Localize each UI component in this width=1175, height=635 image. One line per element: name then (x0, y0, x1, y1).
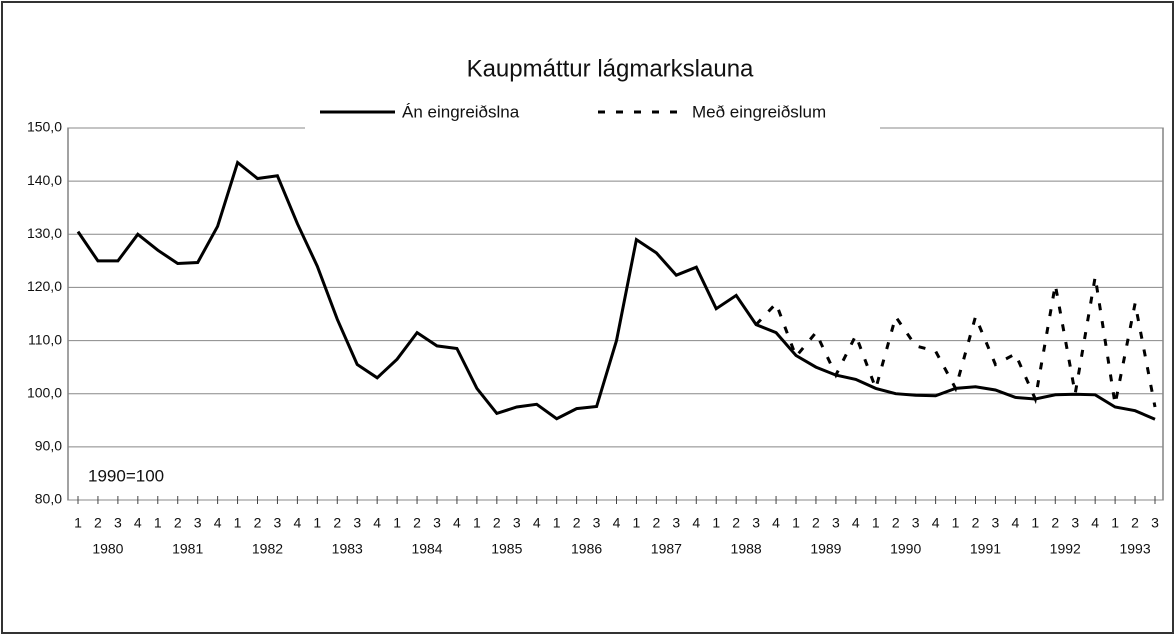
y-tick-label: 130,0 (27, 225, 62, 241)
x-tick-label: 2 (1051, 515, 1059, 531)
y-tick-label: 140,0 (27, 172, 62, 188)
x-tick-label: 1 (792, 515, 800, 531)
x-tick-label: 3 (194, 515, 202, 531)
year-label: 1992 (1050, 541, 1081, 557)
y-tick-label: 150,0 (27, 119, 62, 135)
x-tick-label: 3 (1071, 515, 1079, 531)
x-tick-label: 2 (573, 515, 581, 531)
x-tick-label: 4 (932, 515, 940, 531)
y-tick-label: 80,0 (35, 491, 62, 507)
x-tick-label: 1 (234, 515, 242, 531)
year-label: 1982 (252, 541, 283, 557)
x-tick-label: 2 (972, 515, 980, 531)
x-tick-label: 1 (313, 515, 321, 531)
annotation: 1990=100 (88, 466, 164, 485)
x-tick-label: 2 (892, 515, 900, 531)
year-label: 1990 (890, 541, 921, 557)
x-tick-label: 2 (493, 515, 501, 531)
year-label: 1985 (491, 541, 522, 557)
x-tick-label: 1 (872, 515, 880, 531)
x-tick-label: 4 (533, 515, 541, 531)
year-label: 1984 (411, 541, 442, 557)
x-tick-label: 2 (174, 515, 182, 531)
series-line (755, 276, 1157, 408)
x-tick-label: 3 (513, 515, 521, 531)
x-tick-label: 2 (333, 515, 341, 531)
y-tick-label: 90,0 (35, 438, 62, 454)
year-label: 1983 (332, 541, 363, 557)
x-tick-label: 1 (393, 515, 401, 531)
x-tick-label: 4 (373, 515, 381, 531)
x-tick-label: 1 (633, 515, 641, 531)
x-tick-label: 2 (732, 515, 740, 531)
x-tick-label: 4 (214, 515, 222, 531)
chart-title: Kaupmáttur lágmarkslauna (467, 55, 754, 82)
x-tick-label: 1 (473, 515, 481, 531)
x-tick-label: 4 (1091, 515, 1099, 531)
y-tick-label: 120,0 (27, 278, 62, 294)
year-label: 1981 (172, 541, 203, 557)
year-label: 1986 (571, 541, 602, 557)
x-tick-label: 2 (254, 515, 262, 531)
x-tick-label: 2 (1131, 515, 1139, 531)
x-tick-label: 3 (353, 515, 361, 531)
x-tick-label: 4 (852, 515, 860, 531)
x-tick-label: 2 (94, 515, 102, 531)
x-tick-label: 4 (772, 515, 780, 531)
legend-label: Með eingreiðslum (692, 102, 826, 121)
x-tick-label: 2 (413, 515, 421, 531)
x-tick-label: 4 (1011, 515, 1019, 531)
x-tick-label: 2 (652, 515, 660, 531)
year-label: 1988 (731, 541, 762, 557)
x-tick-label: 4 (613, 515, 621, 531)
x-tick-label: 1 (553, 515, 561, 531)
year-label: 1987 (651, 541, 682, 557)
y-tick-label: 110,0 (28, 331, 62, 347)
x-tick-label: 4 (293, 515, 301, 531)
x-tick-label: 3 (1151, 515, 1159, 531)
x-tick-label: 1 (712, 515, 720, 531)
x-tick-label: 1 (74, 515, 82, 531)
x-tick-label: 3 (832, 515, 840, 531)
x-tick-label: 1 (1031, 515, 1039, 531)
x-tick-label: 2 (812, 515, 820, 531)
x-tick-label: 3 (274, 515, 282, 531)
x-tick-label: 3 (752, 515, 760, 531)
x-tick-label: 4 (134, 515, 142, 531)
year-label: 1991 (970, 541, 1001, 557)
legend-label: Án eingreiðslna (402, 102, 520, 121)
x-tick-label: 1 (1111, 515, 1119, 531)
x-tick-label: 1 (154, 515, 162, 531)
year-label: 1980 (92, 541, 123, 557)
x-tick-label: 3 (672, 515, 680, 531)
x-tick-label: 3 (433, 515, 441, 531)
y-tick-label: 100,0 (27, 384, 62, 400)
year-label: 1993 (1119, 541, 1150, 557)
series-line (76, 159, 1156, 421)
year-label: 1989 (810, 541, 841, 557)
x-tick-label: 1 (952, 515, 960, 531)
x-tick-label: 3 (912, 515, 920, 531)
x-tick-label: 3 (114, 515, 122, 531)
x-tick-label: 3 (593, 515, 601, 531)
x-tick-label: 4 (453, 515, 461, 531)
x-tick-label: 4 (692, 515, 700, 531)
legend-box (305, 98, 880, 132)
x-tick-label: 3 (992, 515, 1000, 531)
